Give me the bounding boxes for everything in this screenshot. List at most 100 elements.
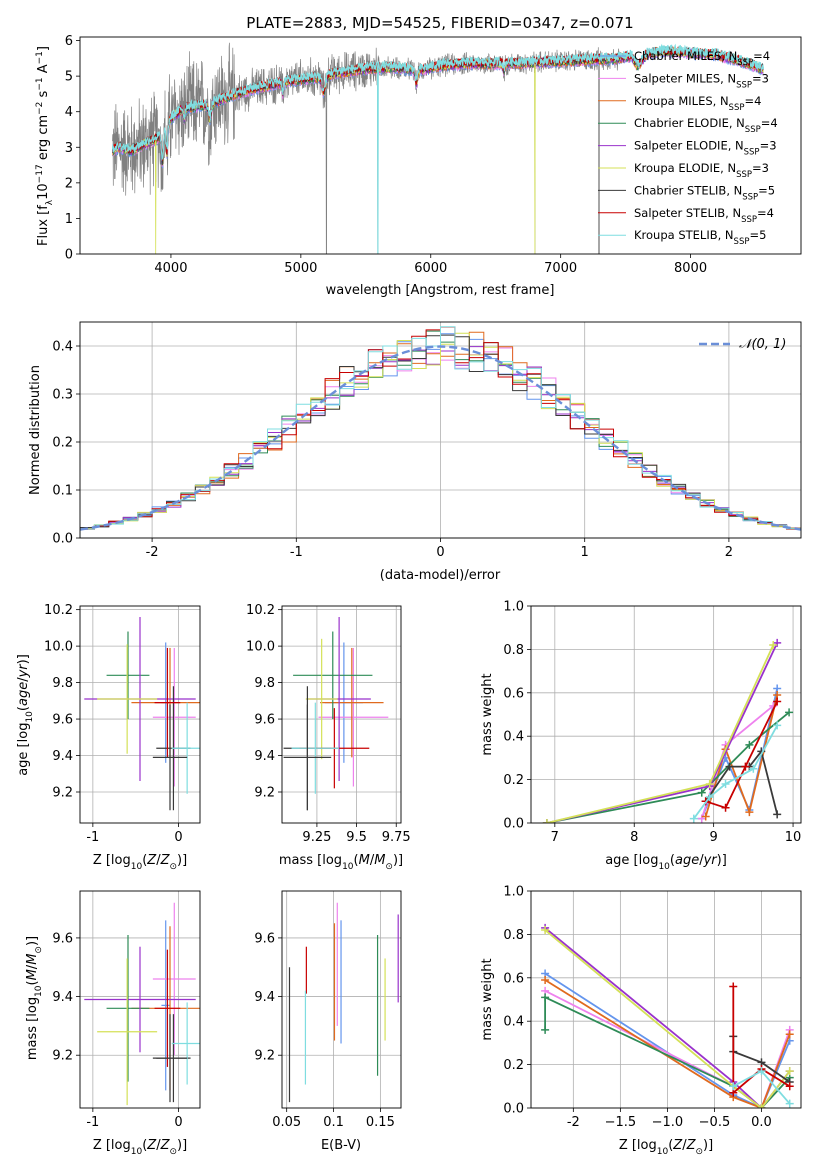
plot-area-mass_vs_Z: [84, 902, 200, 1106]
label-part: −1: [35, 51, 45, 64]
legend-value: =4: [753, 49, 770, 63]
label-part: λ: [45, 199, 55, 205]
label-part: ⊙: [34, 946, 44, 954]
y-tick-label: 0.6: [503, 971, 524, 986]
x-axis-label: Z [log10(Z/Z⊙)]: [93, 1138, 187, 1157]
chart-title: PLATE=2883, MJD=54525, FIBERID=0347, z=0…: [246, 14, 633, 32]
legend-label-salpeter_miles: Salpeter MILES, NSSP=3: [634, 71, 769, 90]
x-axis-label: Z [log10(Z/Z⊙)]: [93, 853, 187, 872]
legend-text: Kroupa STELIB, N: [634, 228, 734, 242]
x-tick-label: 0: [174, 1115, 182, 1130]
label-part: 10: [131, 862, 143, 872]
label-part: /: [25, 964, 40, 969]
point-marker-kroupa_stelib: [773, 721, 782, 730]
y-tick-label: 0.8: [503, 928, 524, 943]
label-part: erg cm: [36, 115, 51, 164]
y-tick-label: 0.2: [503, 1058, 524, 1073]
point-marker-chabrier_stelib: [773, 810, 782, 819]
label-part: 10: [657, 1147, 669, 1157]
x-tick-label: 6000: [414, 261, 447, 276]
legend-value: =3: [752, 161, 769, 175]
x-tick-label: −1.5: [605, 1115, 637, 1130]
axes-frame: [79, 890, 201, 1109]
y-tick-label: 0.4: [503, 730, 524, 745]
x-tick-label: 10: [785, 830, 802, 845]
y-tick-label: 1.0: [503, 885, 524, 900]
y-tick-label: 0.4: [52, 340, 73, 355]
point-marker-kroupa_stelib: [785, 1099, 794, 1108]
legend-value: =4: [757, 206, 774, 220]
y-tick-label: 0.4: [503, 1015, 524, 1030]
y-tick-label: 0.0: [503, 817, 524, 832]
label-part: Z: [146, 853, 157, 868]
label-part: )]: [703, 1138, 713, 1153]
label-part: /: [699, 853, 704, 868]
legend-label-kroupa_elodie: Kroupa ELODIE, NSSP=3: [634, 161, 769, 180]
plot-area-age_vs_Z: [84, 616, 200, 811]
plot-area-age_vs_mass: [283, 616, 389, 811]
label-part: age: [675, 853, 699, 868]
label-part: )]: [177, 1138, 187, 1153]
point-marker-salpeter_stelib: [729, 982, 738, 991]
point-marker-kroupa_stelib: [749, 764, 758, 773]
x-tick-label: -2: [146, 545, 159, 560]
x-axis-label: age [log10(age/yr)]: [605, 853, 727, 872]
label-part: ⊙: [385, 862, 393, 872]
axes-weight_vs_Z: -2 −1.5 −1.0 −0.5 0.0 0.0 0.2 0.4 0.6 0.8 1.0: [503, 885, 802, 1130]
point-marker-kroupa_stelib: [729, 1082, 738, 1091]
y-tick-label: 9.2: [52, 1049, 73, 1064]
x-tick-label: 8000: [674, 261, 707, 276]
axes-mass_vs_Z: -1 0 9.2 9.4 9.6: [52, 890, 201, 1130]
model-spectrum-kroupa_stelib: [111, 43, 764, 254]
y-tick-label: 0.1: [52, 484, 73, 499]
point-marker-kroupa_miles: [541, 975, 550, 984]
x-tick-label: 7: [551, 830, 559, 845]
label-part: )]: [717, 853, 727, 868]
legend-value: =5: [758, 183, 775, 197]
legend-label-kroupa_stelib: Kroupa STELIB, NSSP=5: [634, 228, 766, 247]
legend-label-salpeter_stelib: Salpeter STELIB, NSSP=4: [634, 206, 774, 225]
axes-frame: [79, 605, 201, 824]
x-axis-label: (data-model)/error: [380, 568, 501, 583]
label-part: Z [log: [619, 1138, 657, 1153]
label-part: (: [668, 1138, 673, 1153]
label-part: age [log: [605, 853, 658, 868]
label-part: (: [142, 1138, 147, 1153]
y-tick-label: 10.2: [44, 603, 73, 618]
y-tick-label: 3: [65, 141, 73, 156]
label-part: (: [16, 706, 31, 711]
label-part: M: [359, 853, 370, 868]
y-tick-label: 9.2: [52, 786, 73, 801]
label-part: s: [36, 90, 51, 101]
label-part: /: [156, 853, 161, 868]
legend-text: Kroupa MILES, N: [634, 94, 729, 108]
label-part: ⊙: [169, 862, 177, 872]
x-tick-label: 0.1: [323, 1115, 344, 1130]
legend-text: Kroupa ELODIE, N: [634, 161, 736, 175]
y-tick-label: 9.6: [254, 931, 275, 946]
point-marker-chabrier_elodie: [697, 788, 706, 797]
y-tick-label: 0.8: [503, 643, 524, 658]
label-part: Z: [672, 1138, 683, 1153]
y-tick-label: 2: [65, 176, 73, 191]
label-part: −17: [35, 164, 45, 183]
series-line-salpeter_stelib: [705, 701, 779, 809]
x-tick-label: −1.0: [652, 1115, 684, 1130]
point-marker-salpeter_stelib: [785, 1082, 794, 1091]
axes-mass_vs_ebv: 0.05 0.1 0.15 9.2 9.4 9.6: [254, 890, 402, 1130]
plot-area-mass_vs_ebv: [288, 902, 399, 1103]
point-marker-kroupa_elodie: [785, 1067, 794, 1076]
x-tick-label: -1: [290, 545, 303, 560]
x-tick-label: 9.5: [346, 830, 367, 845]
y-tick-label: 0.2: [503, 773, 524, 788]
point-marker-kroupa_elodie: [542, 819, 551, 823]
label-part: age: [16, 682, 31, 706]
label-part: Z: [146, 1138, 157, 1153]
legend-label-chabrier_elodie: Chabrier ELODIE, NSSP=4: [634, 116, 778, 135]
y-tick-label: 0.6: [503, 686, 524, 701]
label-part: M: [374, 853, 385, 868]
axes-frame: [530, 890, 802, 1109]
label-part: ]: [36, 46, 51, 51]
y-tick-label: 9.6: [52, 713, 73, 728]
